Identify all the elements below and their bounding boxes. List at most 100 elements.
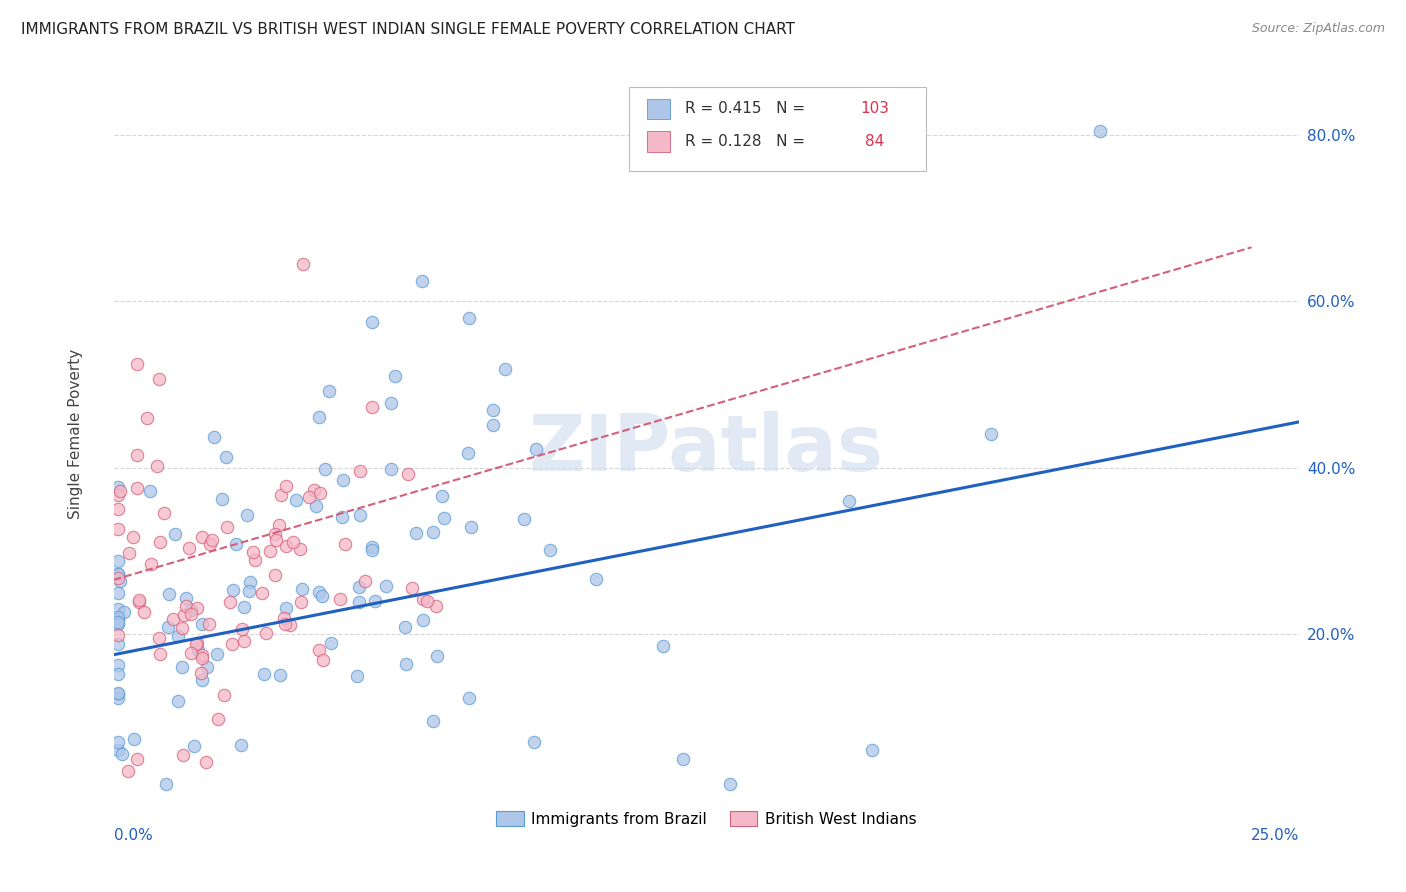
Point	[184, 637, 207, 651]
Point	[266, 533, 288, 547]
Point	[422, 525, 444, 540]
Point	[233, 599, 256, 614]
Point	[141, 557, 163, 571]
Point	[412, 592, 434, 607]
Point	[191, 673, 214, 687]
Point	[152, 506, 174, 520]
Point	[318, 384, 340, 398]
Point	[222, 583, 245, 598]
Point	[128, 592, 150, 607]
Point	[107, 610, 129, 624]
Point	[107, 522, 129, 536]
Point	[274, 478, 297, 492]
Point	[274, 539, 297, 553]
Point	[718, 776, 741, 790]
Point	[107, 615, 129, 629]
Text: 103: 103	[860, 102, 889, 116]
Text: R = 0.128   N =: R = 0.128 N =	[685, 134, 814, 149]
Point	[273, 611, 295, 625]
Point	[135, 410, 157, 425]
Point	[166, 693, 188, 707]
Point	[107, 666, 129, 681]
Point	[225, 537, 247, 551]
Point	[180, 603, 202, 617]
Point	[218, 595, 240, 609]
Point	[380, 396, 402, 410]
Point	[107, 628, 129, 642]
Point	[195, 659, 218, 673]
Point	[308, 485, 330, 500]
Point	[107, 743, 129, 757]
Point	[298, 490, 321, 504]
Point	[270, 487, 292, 501]
Point	[149, 647, 172, 661]
FancyBboxPatch shape	[630, 87, 925, 171]
Point	[157, 620, 180, 634]
Point	[308, 643, 330, 657]
Point	[170, 621, 193, 635]
Point	[172, 747, 194, 762]
Point	[107, 690, 129, 705]
Point	[259, 544, 281, 558]
FancyBboxPatch shape	[647, 98, 671, 119]
Point	[321, 636, 343, 650]
Point	[112, 605, 135, 619]
Text: Single Female Poverty: Single Female Poverty	[67, 350, 83, 519]
Point	[267, 518, 290, 533]
Point	[349, 595, 371, 609]
Point	[148, 372, 170, 386]
Point	[361, 541, 384, 555]
Point	[214, 688, 236, 702]
Point	[239, 575, 262, 590]
Point	[860, 743, 883, 757]
Point	[292, 257, 315, 271]
Point	[157, 587, 180, 601]
Point	[394, 657, 416, 671]
Point	[191, 648, 214, 662]
Text: 25.0%: 25.0%	[1251, 828, 1299, 843]
Point	[191, 616, 214, 631]
FancyBboxPatch shape	[647, 131, 671, 152]
Point	[305, 499, 328, 513]
Point	[194, 755, 217, 769]
Point	[281, 534, 304, 549]
Point	[254, 626, 277, 640]
Point	[394, 620, 416, 634]
Point	[201, 533, 224, 547]
Point	[360, 543, 382, 558]
Point	[411, 274, 433, 288]
Point	[671, 752, 693, 766]
Point	[585, 572, 607, 586]
Point	[1088, 124, 1111, 138]
Point	[215, 450, 238, 465]
Point	[215, 519, 238, 533]
Text: Source: ZipAtlas.com: Source: ZipAtlas.com	[1251, 22, 1385, 36]
Point	[274, 617, 297, 632]
Point	[186, 636, 208, 650]
Point	[524, 442, 547, 456]
Point	[117, 764, 139, 778]
Point	[311, 589, 333, 603]
Point	[118, 546, 141, 560]
Text: 0.0%: 0.0%	[114, 828, 152, 843]
Point	[291, 582, 314, 596]
Point	[384, 369, 406, 384]
Point	[231, 623, 253, 637]
Point	[333, 537, 356, 551]
Point	[238, 584, 260, 599]
Point	[191, 650, 214, 665]
Point	[107, 567, 129, 582]
Point	[396, 467, 419, 482]
Point	[430, 489, 453, 503]
Point	[173, 608, 195, 623]
Point	[176, 599, 198, 613]
Point	[290, 595, 312, 609]
Point	[314, 462, 336, 476]
Point	[364, 594, 387, 608]
Point	[252, 585, 274, 599]
Point	[172, 660, 194, 674]
Point	[183, 739, 205, 753]
Point	[278, 617, 301, 632]
Point	[401, 581, 423, 595]
Point	[426, 649, 449, 664]
